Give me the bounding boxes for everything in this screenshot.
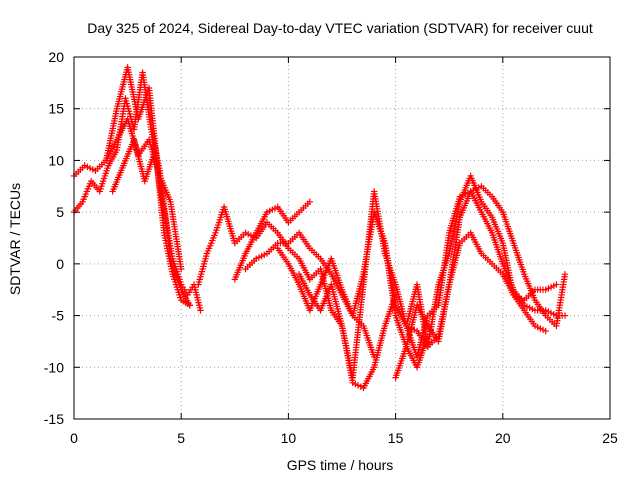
data-point — [370, 353, 378, 361]
y-tick-label: 20 — [48, 49, 64, 65]
x-tick-label: 5 — [177, 430, 185, 446]
y-tick-label: 10 — [48, 152, 64, 168]
y-tick-label: -10 — [44, 359, 64, 375]
y-tick-label: -5 — [52, 308, 65, 324]
x-axis-label: GPS time / hours — [287, 457, 394, 473]
x-tick-label: 25 — [602, 430, 618, 446]
data-point — [306, 198, 314, 205]
data-point — [197, 307, 204, 314]
x-tick-label: 10 — [281, 430, 297, 446]
y-tick-label: 0 — [56, 256, 64, 272]
y-tick-label: 15 — [48, 101, 64, 117]
series-track-6 — [231, 198, 314, 283]
y-tick-label: -15 — [44, 411, 64, 427]
y-tick-label: 5 — [56, 204, 64, 220]
axis-ticks: 0 5 10 15 20 25 -15 -10 -5 0 5 10 15 20 — [44, 49, 618, 446]
data-series — [70, 64, 569, 392]
series-track-12 — [392, 183, 569, 381]
data-point — [186, 302, 193, 309]
x-tick-label: 15 — [388, 430, 404, 446]
data-point — [561, 271, 569, 278]
chart-title: Day 325 of 2024, Sidereal Day-to-day VTE… — [87, 20, 593, 36]
series-track-4 — [102, 115, 185, 273]
data-point — [553, 281, 560, 288]
data-point — [178, 265, 185, 273]
y-axis-label: SDTVAR / TECUs — [7, 183, 23, 295]
data-point — [542, 327, 549, 335]
series-track-3 — [109, 136, 193, 309]
plot-frame — [73, 56, 611, 420]
data-point — [561, 312, 569, 319]
x-tick-label: 20 — [495, 430, 511, 446]
series-track-2 — [70, 69, 193, 309]
x-tick-label: 0 — [70, 430, 78, 446]
series-track-5 — [195, 203, 399, 392]
